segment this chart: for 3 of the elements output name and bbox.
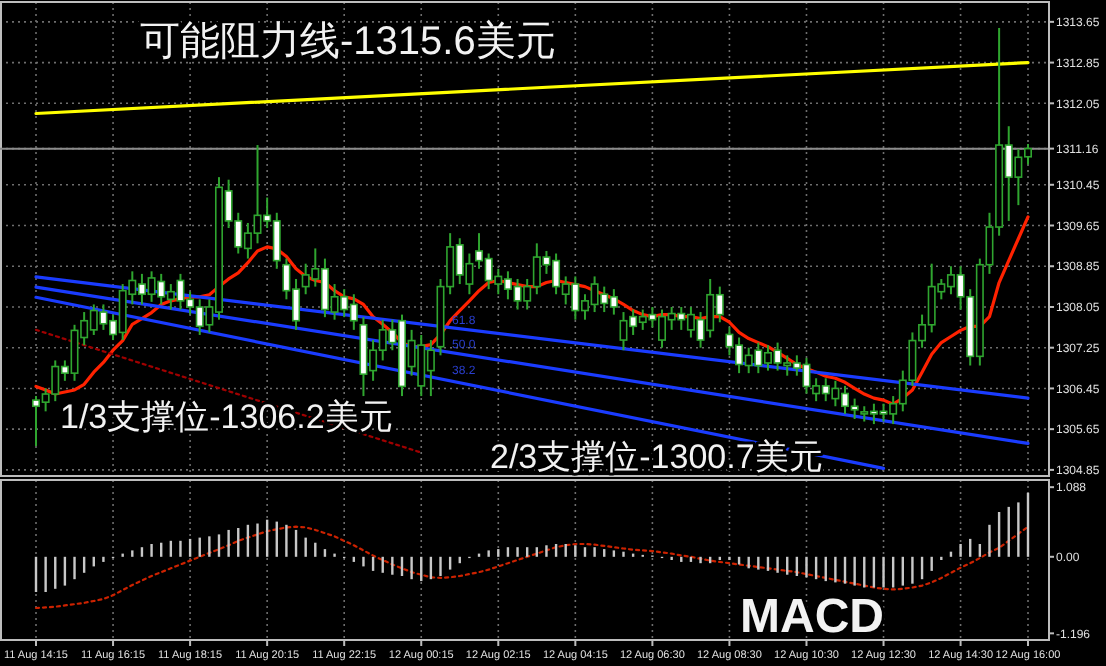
annotation: 可能阻力线-1315.6美元 xyxy=(140,18,556,64)
annotation: 1/3支撑位-1306.2美元 xyxy=(60,398,393,436)
annotation: MACD xyxy=(740,590,884,644)
